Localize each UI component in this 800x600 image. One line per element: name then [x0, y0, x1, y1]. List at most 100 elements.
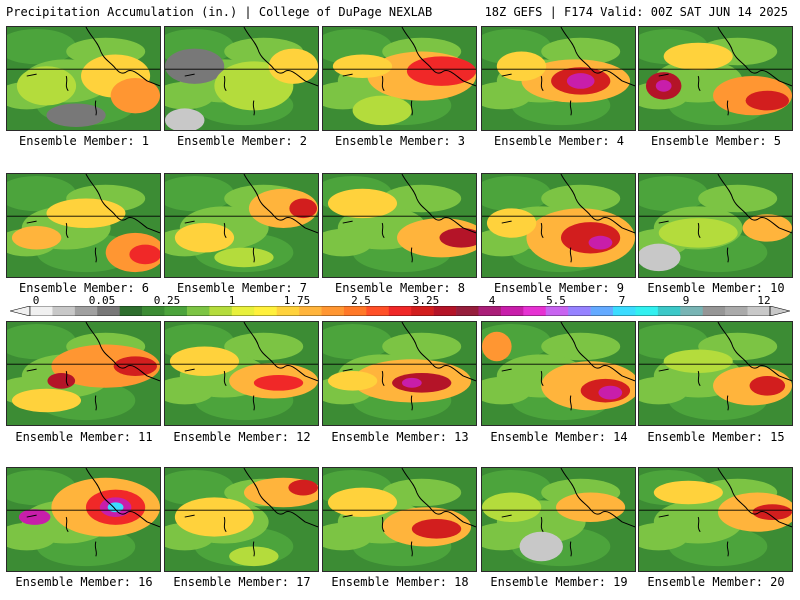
colorbar-swatch [657, 306, 681, 316]
precip-map [7, 174, 160, 277]
colorbar-swatch [388, 306, 412, 316]
product-title: Precipitation Accumulation (in.) | Colle… [6, 5, 433, 19]
colorbar-swatch [366, 306, 390, 316]
ensemble-member-label: Ensemble Member: 17 [173, 575, 311, 589]
coastline [658, 27, 792, 116]
precip-map [165, 174, 318, 277]
ensemble-panel-17 [164, 467, 319, 572]
colorbar-swatch [343, 306, 367, 316]
colorbar-swatch [97, 306, 120, 316]
ensemble-panel-1 [6, 26, 161, 131]
ensemble-panel-7 [164, 173, 319, 278]
colorbar-swatch [568, 306, 591, 316]
ensemble-panel-3 [322, 26, 477, 131]
precip-map [165, 322, 318, 425]
ensemble-member-label: Ensemble Member: 18 [331, 575, 469, 589]
colorbar-tick-label: 0.05 [88, 294, 116, 307]
precip-map [482, 468, 635, 571]
colorbar-swatch [299, 306, 322, 316]
colorbar-swatch [725, 306, 748, 316]
colorbar-max-arrow [769, 306, 790, 316]
colorbar-swatch [590, 306, 614, 316]
precip-map [323, 174, 476, 277]
colorbar-swatch [254, 306, 277, 316]
coastline [342, 322, 476, 411]
coastline [184, 174, 318, 263]
ensemble-member-label: Ensemble Member: 19 [490, 575, 628, 589]
colorbar-swatch [74, 306, 98, 316]
ensemble-member-label: Ensemble Member: 9 [493, 281, 625, 295]
precip-map [323, 468, 476, 571]
precip-map [165, 468, 318, 571]
precip-map [165, 27, 318, 130]
colorbar-swatch [30, 306, 53, 316]
coastline [342, 27, 476, 116]
ensemble-panel-15 [638, 321, 793, 426]
ensemble-panel-18 [322, 467, 477, 572]
colorbar-swatch [276, 306, 300, 316]
coastline [501, 174, 635, 263]
ensemble-member-label: Ensemble Member: 2 [176, 134, 308, 148]
ensemble-member-label: Ensemble Member: 15 [647, 430, 785, 444]
colorbar-tick-label: 0.25 [153, 294, 181, 307]
precip-map [639, 468, 792, 571]
precip-map [639, 174, 792, 277]
colorbar-swatch [231, 306, 255, 316]
colorbar: 0 0.05 0.25 1 1.75 2.5 3.25 4 5.5 7 9 12 [0, 295, 800, 317]
colorbar-swatch [321, 306, 345, 316]
ensemble-member-label: Ensemble Member: 4 [493, 134, 625, 148]
colorbar-swatch [164, 306, 188, 316]
coastline [26, 174, 160, 263]
ensemble-member-label: Ensemble Member: 12 [173, 430, 311, 444]
colorbar-scale [10, 306, 790, 316]
ensemble-member-label: Ensemble Member: 20 [647, 575, 785, 589]
colorbar-swatch [411, 306, 434, 316]
coastline [501, 322, 635, 411]
ensemble-member-label: Ensemble Member: 8 [334, 281, 466, 295]
ensemble-member-label: Ensemble Member: 1 [18, 134, 150, 148]
precip-map [482, 322, 635, 425]
precip-map [7, 27, 160, 130]
header: Precipitation Accumulation (in.) | Colle… [0, 0, 800, 24]
colorbar-tick-label: 2.5 [351, 294, 371, 307]
colorbar-swatch [523, 306, 547, 316]
ensemble-panel-14 [481, 321, 636, 426]
colorbar-swatch [478, 306, 502, 316]
ensemble-member-label: Ensemble Member: 5 [650, 134, 782, 148]
precip-map [7, 322, 160, 425]
colorbar-swatch [500, 306, 524, 316]
ensemble-member-label: Ensemble Member: 6 [18, 281, 150, 295]
colorbar-swatch [545, 306, 569, 316]
coastline [658, 174, 792, 263]
colorbar-swatch [52, 306, 76, 316]
colorbar-tick-label: 1 [228, 294, 236, 307]
run-valid-time: 18Z GEFS | F174 Valid: 00Z SAT JUN 14 20… [484, 5, 788, 19]
colorbar-tick-label: 12 [757, 294, 771, 307]
colorbar-swatch [613, 306, 636, 316]
colorbar-tick-label: 9 [682, 294, 690, 307]
colorbar-swatch [209, 306, 233, 316]
ensemble-panel-6 [6, 173, 161, 278]
ensemble-panel-8 [322, 173, 477, 278]
ensemble-panel-16 [6, 467, 161, 572]
colorbar-swatch [680, 306, 704, 316]
coastline [342, 468, 476, 557]
ensemble-panel-10 [638, 173, 793, 278]
ensemble-member-label: Ensemble Member: 7 [176, 281, 308, 295]
colorbar-swatch [186, 306, 210, 316]
coastline [184, 468, 318, 557]
coastline [501, 468, 635, 557]
coastline [26, 468, 160, 557]
ensemble-member-label: Ensemble Member: 16 [15, 575, 153, 589]
colorbar-tick-label: 3.25 [412, 294, 440, 307]
coastline [26, 27, 160, 116]
ensemble-member-label: Ensemble Member: 3 [334, 134, 466, 148]
colorbar-tick-label: 7 [618, 294, 626, 307]
colorbar-swatch [456, 306, 479, 316]
colorbar-swatch [747, 306, 771, 316]
precip-map [323, 322, 476, 425]
ensemble-panel-4 [481, 26, 636, 131]
coastline [501, 27, 635, 116]
precip-map [639, 27, 792, 130]
ensemble-panel-13 [322, 321, 477, 426]
